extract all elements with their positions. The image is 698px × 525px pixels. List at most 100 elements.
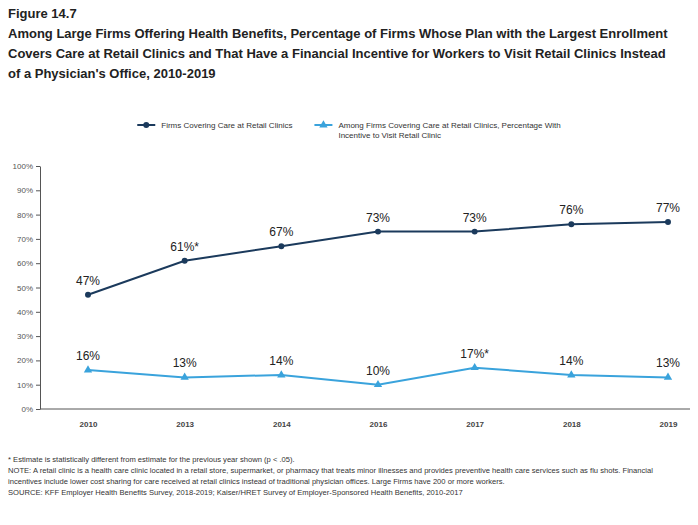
y-tick-label: 0% <box>21 405 33 414</box>
y-tick-mark <box>36 312 40 313</box>
y-tick-mark <box>36 166 40 167</box>
x-axis-line <box>40 409 690 410</box>
data-label: 14% <box>559 354 583 368</box>
note: SOURCE: KFF Employer Health Benefits Sur… <box>8 488 463 497</box>
marker <box>568 221 574 227</box>
marker <box>84 365 92 372</box>
x-tick: 2016 <box>370 409 388 429</box>
y-tick-mark <box>36 239 40 240</box>
marker <box>665 219 671 225</box>
legend-item: Among Firms Covering Care at Retail Clin… <box>314 120 560 140</box>
marker <box>278 243 284 249</box>
text-line: NOTE: A retail clinic is a health care c… <box>8 466 653 475</box>
text-line: of a Physician's Office, 2010-2019 <box>8 66 216 81</box>
y-tick: 80% <box>17 211 40 220</box>
x-tick: 2014 <box>273 409 291 429</box>
y-tick-label: 10% <box>17 381 33 390</box>
text-line: Among Large Firms Offering Health Benefi… <box>8 26 668 41</box>
x-tick: 2019 <box>660 409 678 429</box>
note: * Estimate is statistically different fr… <box>8 455 295 464</box>
y-tick-label: 80% <box>17 211 33 220</box>
marker <box>182 258 188 264</box>
x-tick-label: 2017 <box>466 420 484 429</box>
y-tick: 60% <box>17 259 40 268</box>
data-label: 13% <box>656 356 680 370</box>
data-label: 77% <box>656 201 680 215</box>
text-line: Covers Care at Retail Clinics and That H… <box>8 46 666 61</box>
series-line <box>88 222 668 295</box>
y-tick-mark <box>36 360 40 361</box>
marker <box>85 292 91 298</box>
marker <box>471 363 479 370</box>
y-axis: 0% 10% 20% 30% 40% 50% 60% 70% 80% 90% 100% <box>13 162 41 414</box>
text-line: * Estimate is statistically different fr… <box>8 455 295 464</box>
data-label: 73% <box>366 211 390 225</box>
text-line: incentives include lower cost sharing fo… <box>8 477 505 486</box>
y-tick: 40% <box>17 308 40 317</box>
marker <box>567 370 575 377</box>
y-tick-label: 70% <box>17 235 33 244</box>
x-tick-label: 2010 <box>80 420 98 429</box>
data-label: 10% <box>366 364 390 378</box>
y-tick: 70% <box>17 235 40 244</box>
data-labels: 47%61%*67%73%73%76%77%16%13%14%10%17%*14… <box>76 201 680 378</box>
data-label: 14% <box>269 354 293 368</box>
y-tick: 50% <box>17 284 40 293</box>
y-tick-mark <box>36 215 40 216</box>
plot-area <box>84 219 672 387</box>
legend: Firms Covering Care at Retail Clinics Amo… <box>137 120 560 140</box>
y-tick-mark <box>36 385 40 386</box>
y-tick: 20% <box>17 356 40 365</box>
x-tick-label: 2018 <box>563 420 581 429</box>
x-axis: 2010 2013 2014 2016 2017 2018 2019 <box>40 409 690 429</box>
marker <box>374 380 382 387</box>
y-tick-mark <box>36 190 40 191</box>
data-label: 76% <box>559 203 583 217</box>
legend-marker <box>143 122 149 128</box>
y-tick-label: 30% <box>17 332 33 341</box>
x-tick: 2010 <box>80 409 98 429</box>
text-line: Incentive to Visit Retail Clinic <box>338 131 441 140</box>
text-line: SOURCE: KFF Employer Health Benefits Sur… <box>8 488 463 497</box>
chart: Figure 14.7 Among Large Firms Offering He… <box>0 0 698 525</box>
x-tick-label: 2016 <box>370 420 388 429</box>
y-tick-label: 90% <box>17 186 33 195</box>
data-label: 67% <box>269 225 293 239</box>
y-tick-mark <box>36 263 40 264</box>
marker <box>277 370 285 377</box>
legend-marker <box>319 120 327 127</box>
y-tick-label: 40% <box>17 308 33 317</box>
text-line: Among Firms Covering Care at Retail Clin… <box>338 121 560 130</box>
legend-label: Firms Covering Care at Retail Clinics <box>161 121 292 130</box>
marker <box>664 373 672 380</box>
data-label: 13% <box>173 356 197 370</box>
y-axis-line <box>40 167 41 410</box>
data-label: 47% <box>76 274 100 288</box>
data-label: 61%* <box>170 240 199 254</box>
x-tick: 2017 <box>466 409 484 429</box>
x-tick-label: 2019 <box>660 420 678 429</box>
y-tick-mark <box>36 409 40 410</box>
text-line: Firms Covering Care at Retail Clinics <box>161 121 292 130</box>
x-tick: 2013 <box>176 409 194 429</box>
marker <box>181 373 189 380</box>
data-label: 17%* <box>460 347 489 361</box>
marker <box>472 229 478 235</box>
data-label: 73% <box>463 211 487 225</box>
marker <box>375 229 381 235</box>
y-tick-label: 100% <box>13 162 33 171</box>
y-tick: 30% <box>17 332 40 341</box>
title: Among Large Firms Offering Health Benefi… <box>8 26 668 81</box>
legend-item: Firms Covering Care at Retail Clinics <box>137 121 292 130</box>
note: NOTE: A retail clinic is a health care c… <box>8 466 653 486</box>
y-tick-label: 50% <box>17 284 33 293</box>
y-tick-label: 20% <box>17 356 33 365</box>
y-tick: 90% <box>17 186 40 195</box>
figure-label: Figure 14.7 <box>8 6 77 21</box>
x-tick-label: 2013 <box>176 420 194 429</box>
y-tick: 100% <box>13 162 40 171</box>
x-tick: 2018 <box>563 409 581 429</box>
y-tick-mark <box>36 336 40 337</box>
y-tick: 0% <box>21 405 40 414</box>
x-tick-label: 2014 <box>273 420 291 429</box>
